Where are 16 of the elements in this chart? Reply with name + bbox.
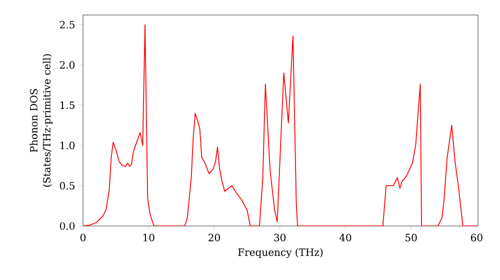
y-tick-label: 1.5 (60, 101, 74, 109)
y-tick-label: 2.0 (60, 61, 75, 69)
y-tick-label: 0.5 (60, 182, 74, 190)
line-series (83, 24, 478, 226)
y-axis-title: Phonon DOS (States/THz·primitive cell) (30, 54, 52, 187)
x-tick-label: 50 (406, 234, 417, 242)
y-tick-label: 2.5 (60, 20, 74, 28)
y-tick-label: 0.0 (60, 222, 75, 230)
x-tick-label: 0 (80, 234, 86, 242)
x-tick-label: 40 (339, 234, 352, 242)
x-tick-label: 60 (470, 234, 482, 242)
y-tick-label: 1.0 (60, 142, 75, 150)
x-tick-label: 10 (143, 234, 154, 242)
x-tick-label: 30 (274, 234, 286, 242)
x-tick-label: 20 (208, 234, 220, 242)
x-axis-title: Frequency (THz) (238, 248, 323, 258)
